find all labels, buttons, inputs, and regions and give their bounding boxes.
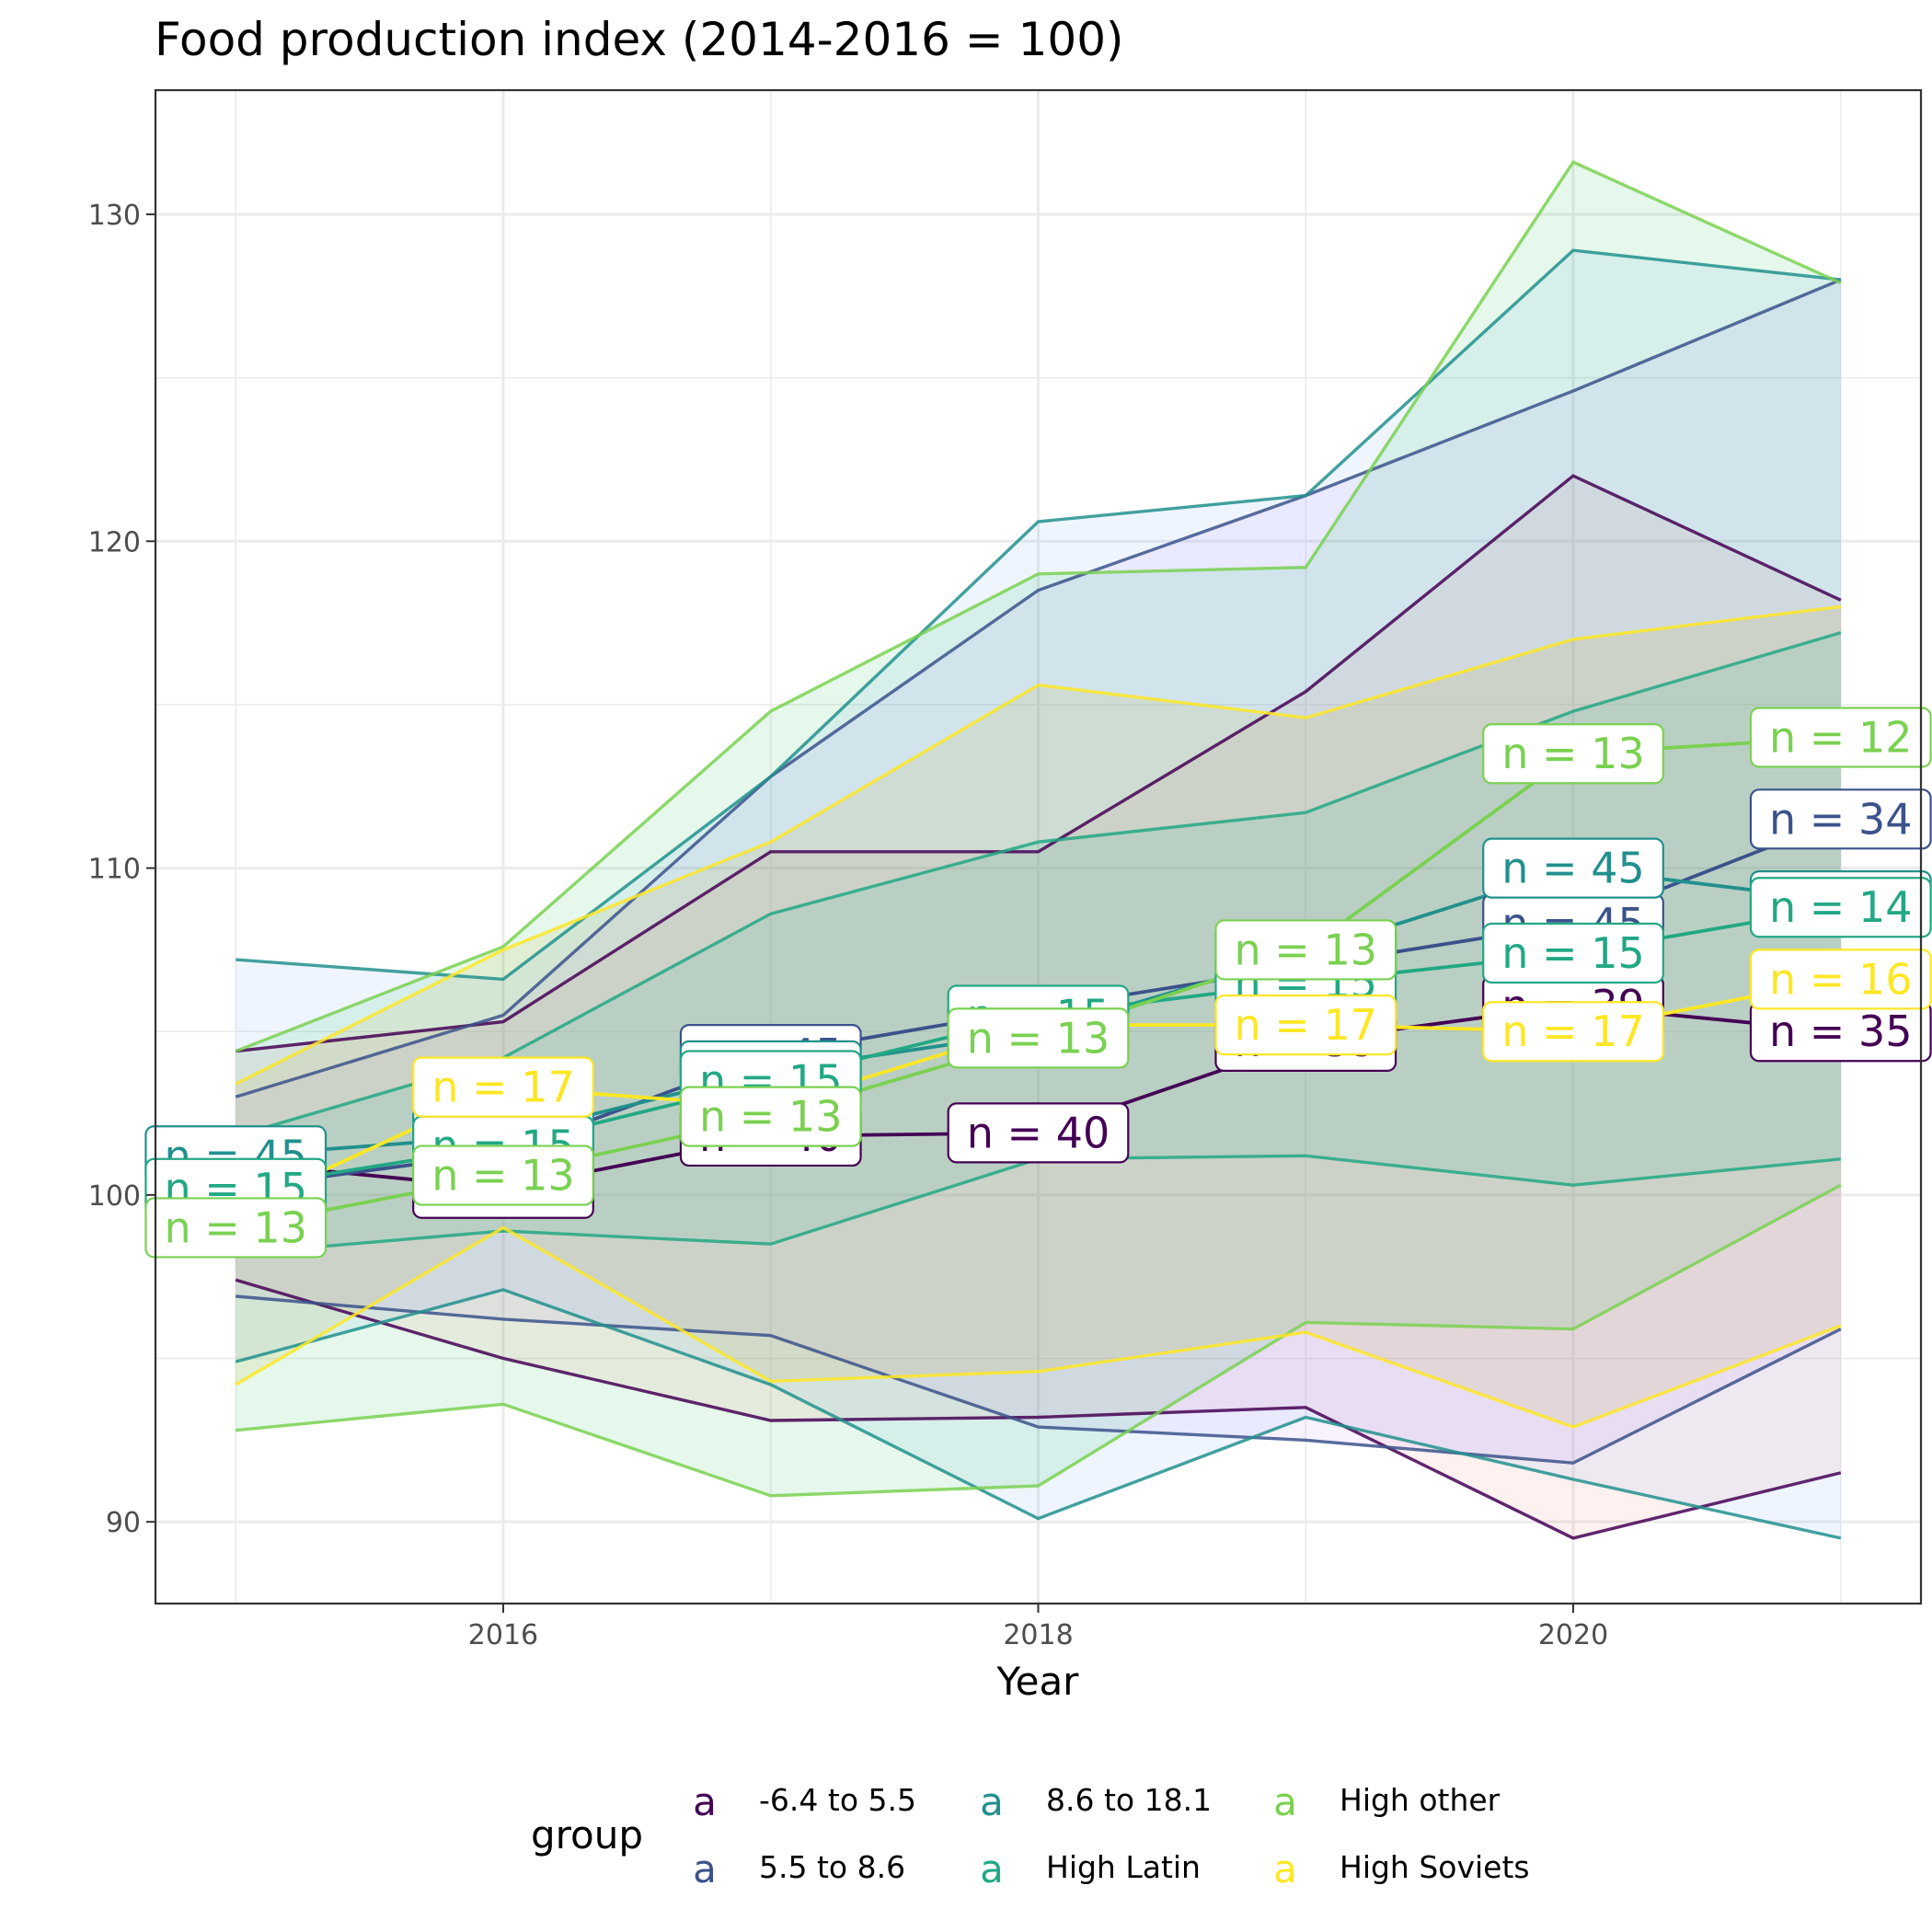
upper-line [236, 474, 1842, 1053]
y-tick-label: 90 [106, 1507, 141, 1539]
n-label-box [1482, 922, 1664, 984]
n-label: n = 17 [412, 1056, 594, 1118]
legend-label: -6.4 to 5.5 [759, 1782, 916, 1818]
n-label: n = 14 [1749, 877, 1932, 938]
n-label: n = 12 [1749, 707, 1932, 768]
n-label-box [1214, 919, 1397, 981]
n-label-text: n = 14 [1769, 882, 1912, 932]
y-axis: 90 100 110 120 130 [88, 200, 155, 1539]
legend: group a -6.4 to 5.5 a 5.5 to 8.6 a 8.6 to 18.1… [531, 1779, 1530, 1892]
n-label: n = 13 [1482, 723, 1664, 785]
n-label: n = 13 [947, 1007, 1130, 1069]
n-label-box [144, 1197, 328, 1259]
n-label: n = 16 [1749, 949, 1932, 1010]
n-label: n = 13 [144, 1197, 328, 1259]
n-label-text: n = 40 [967, 1108, 1110, 1157]
n-label-box [1482, 837, 1664, 899]
n-label-box [412, 1144, 594, 1206]
lower-line [236, 1294, 1842, 1465]
legend-item: a High Soviets [1273, 1846, 1529, 1892]
n-label-box [412, 1056, 594, 1118]
x-axis-title: Year [996, 1659, 1080, 1704]
n-label-text: n = 13 [1501, 729, 1644, 778]
n-label-box [1749, 949, 1932, 1010]
legend-item: a High other [1273, 1779, 1501, 1824]
legend-label: High Latin [1046, 1849, 1201, 1885]
n-label: n = 17 [1482, 1001, 1664, 1063]
n-label-box [947, 1102, 1130, 1164]
x-axis: 2016 2018 2020 [468, 1604, 1608, 1651]
upper-line [235, 278, 1842, 1098]
lower-line [235, 1278, 1842, 1540]
n-label-text: n = 13 [431, 1151, 574, 1201]
n-label-text: n = 17 [431, 1063, 574, 1112]
n-label-box [1214, 995, 1397, 1056]
n-label: n = 15 [1482, 922, 1664, 984]
legend-key: a [980, 1846, 1004, 1892]
n-label-text: n = 13 [1235, 925, 1377, 974]
upper-line [235, 604, 1842, 1086]
lower-line [235, 1225, 1842, 1429]
lower-line [235, 1288, 1842, 1540]
range-band [236, 280, 1841, 1464]
legend-label: 5.5 to 8.6 [759, 1849, 905, 1885]
legend-item: a 8.6 to 18.1 [980, 1779, 1212, 1824]
legend-key: a [693, 1779, 717, 1824]
n-label: n = 13 [1214, 919, 1397, 981]
n-label: n = 40 [947, 1102, 1130, 1164]
range-band [236, 250, 1841, 1538]
n-label-text: n = 45 [1501, 844, 1644, 893]
n-label: n = 13 [412, 1144, 594, 1206]
n-label-text: n = 16 [1769, 954, 1912, 1004]
x-tick-label: 2016 [468, 1619, 538, 1651]
n-label-text: n = 13 [699, 1092, 842, 1142]
legend-label: 8.6 to 18.1 [1046, 1782, 1212, 1818]
n-label-box [1749, 788, 1932, 850]
y-tick-label: 120 [88, 526, 141, 558]
legend-label: High other [1340, 1782, 1501, 1818]
n-label-box [1482, 723, 1664, 785]
lower-line [236, 1183, 1842, 1498]
y-tick-label: 110 [88, 854, 141, 886]
upper-line [235, 160, 1842, 1053]
y-tick-label: 100 [88, 1180, 141, 1213]
legend-title: group [531, 1812, 643, 1857]
n-label: n = 13 [679, 1086, 862, 1147]
n-label-text: n = 15 [1501, 928, 1644, 978]
n-label-text: n = 12 [1769, 712, 1912, 762]
n-label-box [679, 1086, 862, 1147]
legend-key: a [693, 1846, 717, 1892]
n-label: n = 34 [1749, 788, 1932, 850]
n-label-box [1482, 1001, 1664, 1063]
n-label: n = 35 [1749, 1001, 1932, 1063]
legend-label: High Soviets [1340, 1849, 1530, 1885]
n-label: n = 45 [1482, 837, 1664, 899]
n-label-text: n = 17 [1501, 1006, 1644, 1056]
legend-item: a -6.4 to 5.5 [693, 1779, 916, 1824]
n-label-box [1749, 707, 1932, 768]
n-label-box [947, 1007, 1130, 1069]
legend-key: a [980, 1779, 1004, 1824]
chart-title: Food production index (2014-2016 = 100) [155, 13, 1124, 66]
legend-item: a High Latin [980, 1846, 1201, 1892]
n-label-box [1749, 877, 1932, 938]
x-tick-label: 2020 [1538, 1619, 1608, 1651]
n-label-text: n = 13 [164, 1202, 306, 1252]
legend-key: a [1273, 1779, 1297, 1824]
n-label-text: n = 13 [967, 1013, 1110, 1063]
legend-item: a 5.5 to 8.6 [693, 1846, 905, 1892]
n-label-text: n = 35 [1769, 1006, 1912, 1056]
n-label: n = 17 [1214, 995, 1397, 1056]
legend-key: a [1273, 1846, 1297, 1892]
x-tick-label: 2018 [1003, 1619, 1073, 1651]
upper-line [236, 248, 1841, 982]
n-label-text: n = 34 [1769, 794, 1912, 844]
y-tick-label: 130 [88, 200, 141, 232]
n-label-text: n = 17 [1235, 1000, 1377, 1050]
n-labels: n = 42n = 40n = 40n = 39n = 39n = 35n = … [144, 707, 1932, 1259]
